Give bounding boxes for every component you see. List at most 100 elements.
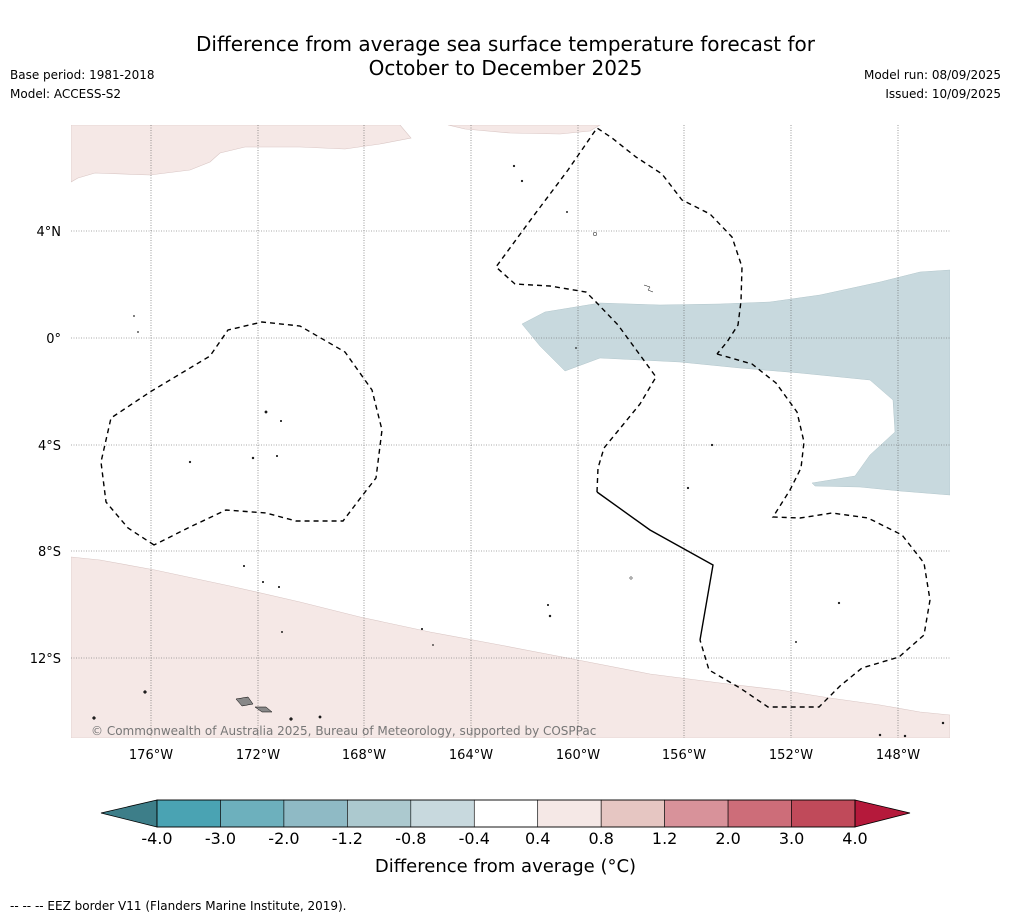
colorbar-swatch bbox=[156, 799, 221, 828]
lat-label-12s: 12°S bbox=[30, 652, 61, 667]
eez-borders bbox=[100, 127, 931, 708]
south-warm-region bbox=[71, 556, 950, 738]
lon-label-172w: 172°W bbox=[236, 748, 280, 763]
colorbar-tick-label: 2.0 bbox=[715, 829, 740, 848]
colorbar-tick-label: -0.8 bbox=[395, 829, 426, 848]
title-line-2: October to December 2025 bbox=[368, 56, 643, 80]
island-small bbox=[251, 456, 255, 460]
colorbar-swatch bbox=[473, 799, 539, 828]
title-line-1: Difference from average sea surface temp… bbox=[195, 32, 815, 56]
colorbar-tick-label: 0.8 bbox=[588, 829, 613, 848]
island-small bbox=[878, 733, 882, 737]
model-name: Model: ACCESS-S2 bbox=[10, 87, 122, 101]
island-small bbox=[686, 486, 690, 490]
island-small bbox=[420, 627, 424, 631]
island-small bbox=[133, 315, 135, 317]
island-small bbox=[281, 631, 283, 633]
island-small bbox=[546, 603, 550, 607]
lon-label-164w: 164°W bbox=[449, 748, 493, 763]
colorbar-frame bbox=[156, 799, 856, 828]
island-small bbox=[432, 644, 434, 646]
lon-label-156w: 156°W bbox=[662, 748, 706, 763]
colorbar-swatch bbox=[727, 799, 792, 828]
lat-label-4n: 4°N bbox=[37, 225, 62, 240]
north-warm-region-2 bbox=[447, 125, 601, 135]
colorbar-tick-label: -1.2 bbox=[332, 829, 363, 848]
islands bbox=[92, 164, 945, 738]
island-small bbox=[92, 716, 96, 720]
lon-label-152w: 152°W bbox=[769, 748, 813, 763]
colorbar-label: Difference from average (°C) bbox=[374, 856, 637, 877]
island-small bbox=[592, 231, 598, 237]
eez-border-kiribati-phoenix bbox=[100, 321, 383, 546]
island-small bbox=[289, 717, 293, 721]
colorbar-swatch bbox=[410, 799, 475, 828]
island-small bbox=[629, 576, 633, 580]
island-samoa-savaii bbox=[235, 696, 254, 707]
eez-footnote: -- -- -- EEZ border V11 (Flanders Marine… bbox=[10, 899, 347, 913]
north-warm-region bbox=[71, 125, 412, 183]
colorbar-under-triangle bbox=[100, 799, 158, 828]
island-small bbox=[575, 347, 577, 349]
colorbar-swatch bbox=[664, 799, 729, 828]
colorbar-tick-labels: -4.0 -3.0 -2.0 -1.2 -0.8 -0.4 0.4 0.8 1.2 2.0 3.0 4… bbox=[141, 829, 867, 848]
island-small bbox=[242, 564, 246, 568]
colorbar-swatches bbox=[156, 799, 856, 828]
colorbar-swatch bbox=[600, 799, 665, 828]
colorbar-tick-label: -0.4 bbox=[459, 829, 490, 848]
colorbar-tick-label: -3.0 bbox=[205, 829, 236, 848]
meta-right: Model run: 08/09/2025 Issued: 10/09/2025 bbox=[864, 66, 1001, 104]
lat-label-4s: 4°S bbox=[38, 439, 61, 454]
island-small bbox=[566, 211, 568, 213]
lon-label-168w: 168°W bbox=[342, 748, 386, 763]
eez-border-kiribati-line-south bbox=[699, 353, 931, 708]
map-area bbox=[71, 125, 950, 738]
island-small bbox=[710, 443, 714, 447]
colorbar-swatch bbox=[283, 799, 348, 828]
island-samoa-upolu bbox=[254, 706, 273, 713]
island-small bbox=[941, 721, 945, 725]
eez-border-kiribati-line-north bbox=[495, 127, 743, 493]
eez-border-maritime-line bbox=[596, 491, 714, 641]
lat-label-0: 0° bbox=[46, 332, 61, 347]
longitude-labels: 176°W 172°W 168°W 164°W 160°W 156°W 152°… bbox=[129, 748, 920, 763]
colorbar-swatch bbox=[220, 799, 285, 828]
copyright-notice: © Commonwealth of Australia 2025, Bureau… bbox=[91, 724, 597, 738]
model-run: Model run: 08/09/2025 bbox=[863, 68, 1001, 82]
lon-label-176w: 176°W bbox=[129, 748, 173, 763]
colorbar-swatch bbox=[347, 799, 412, 828]
colorbar-tick-label: -2.0 bbox=[268, 829, 299, 848]
colorbar-tick-label: -4.0 bbox=[141, 829, 172, 848]
island-small bbox=[837, 601, 841, 605]
issued-date: Issued: 10/09/2025 bbox=[885, 87, 1001, 101]
colorbar-tick-label: 3.0 bbox=[779, 829, 804, 848]
colorbar: -4.0 -3.0 -2.0 -1.2 -0.8 -0.4 0.4 0.8 1.2 2.0 3.0 4… bbox=[100, 799, 911, 848]
equatorial-cool-region bbox=[521, 269, 950, 496]
island-small bbox=[137, 331, 139, 333]
map-title: Difference from average sea surface temp… bbox=[0, 32, 1011, 80]
island-small bbox=[264, 410, 268, 414]
colorbar-swatch bbox=[537, 799, 602, 828]
island-small bbox=[520, 179, 524, 183]
island-small bbox=[548, 614, 552, 618]
lat-label-8s: 8°S bbox=[38, 545, 61, 560]
lon-label-148w: 148°W bbox=[876, 748, 920, 763]
island-small bbox=[143, 690, 147, 694]
island-small bbox=[279, 419, 283, 423]
latitude-labels: 4°N 0° 4°S 8°S 12°S bbox=[30, 225, 61, 667]
island-small bbox=[261, 580, 265, 584]
island-kiritimati bbox=[643, 284, 654, 293]
lon-label-160w: 160°W bbox=[556, 748, 600, 763]
island-small bbox=[277, 585, 281, 589]
colorbar-swatch bbox=[791, 799, 856, 828]
island-small bbox=[275, 454, 279, 458]
colorbar-tick-label: 4.0 bbox=[842, 829, 867, 848]
colorbar-tick-label: 1.2 bbox=[652, 829, 677, 848]
meta-left: Base period: 1981-2018 Model: ACCESS-S2 bbox=[10, 66, 155, 104]
island-small bbox=[795, 641, 797, 643]
colorbar-tick-label: 0.4 bbox=[525, 829, 550, 848]
island-small bbox=[188, 460, 192, 464]
island-small bbox=[318, 715, 322, 719]
island-small bbox=[512, 164, 516, 168]
